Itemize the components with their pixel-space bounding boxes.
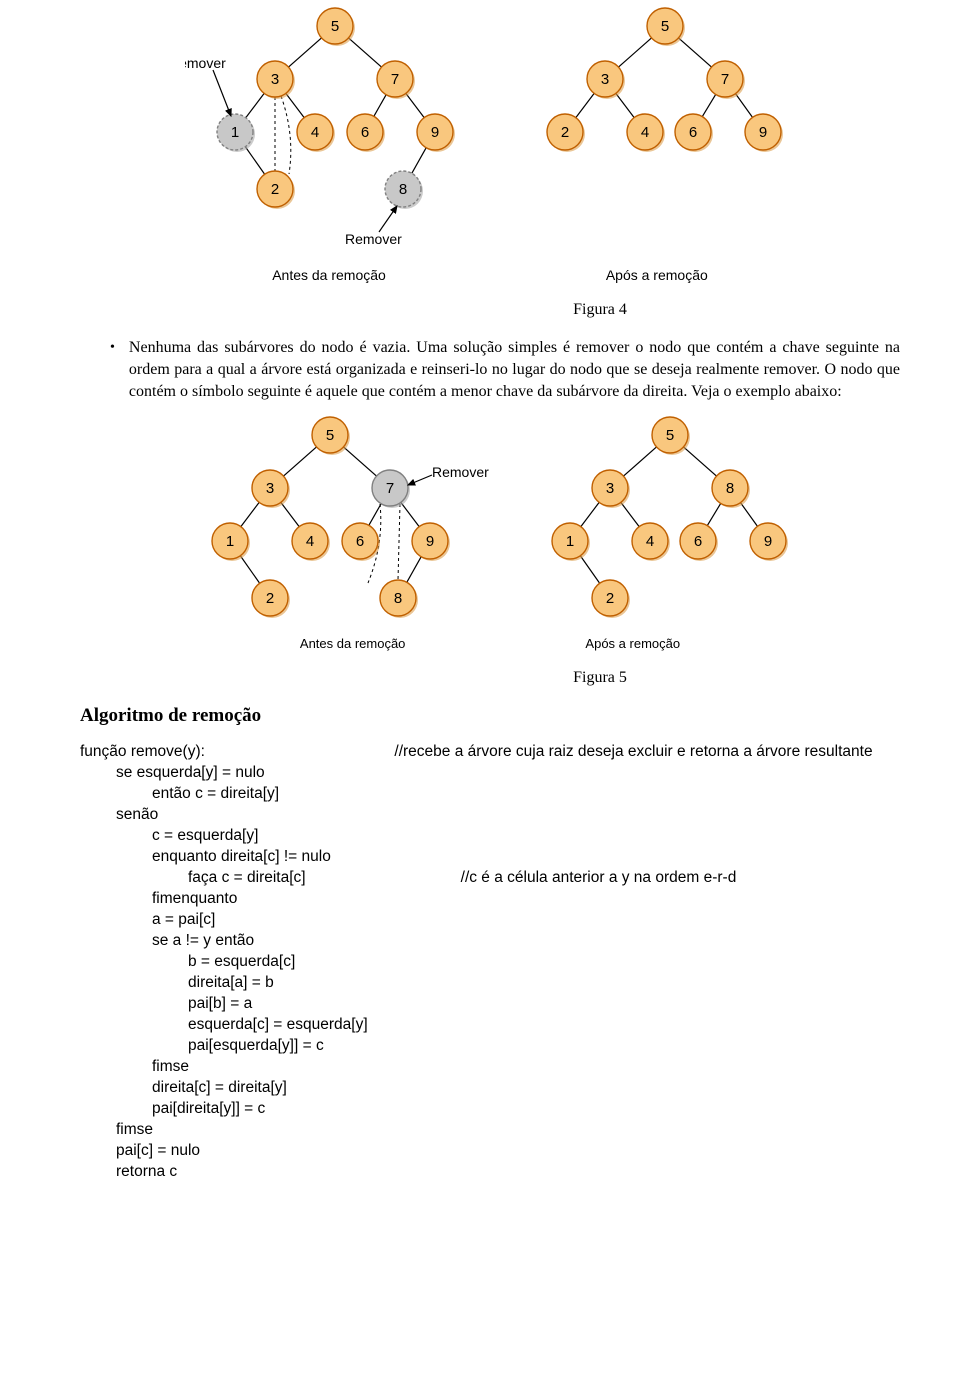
figure4-after-tree: 5 3 7 2 4 6 9 (535, 4, 795, 174)
algorithm-code: função remove(y): //recebe a árvore cuja… (80, 741, 900, 1182)
svg-text:9: 9 (764, 533, 772, 550)
svg-text:Remover: Remover (432, 464, 489, 480)
svg-text:5: 5 (331, 18, 339, 35)
paragraph-title: Nenhuma das subárvores do nodo é vazia. (129, 339, 410, 356)
svg-text:9: 9 (431, 124, 439, 141)
figure4-before-caption: Antes da remoção (272, 267, 386, 283)
svg-text:2: 2 (561, 124, 569, 141)
svg-text:3: 3 (606, 480, 614, 497)
figure5-row: 5 3 7 1 4 6 9 2 8 Remover 5 3 8 1 4 6 9 2 (80, 413, 900, 628)
figure4-before-tree: 5 3 7 1 4 6 9 2 8 Remover Remover (185, 4, 495, 259)
svg-text:1: 1 (226, 533, 234, 550)
svg-text:5: 5 (326, 427, 334, 444)
bullet-icon: • (110, 337, 115, 359)
svg-text:8: 8 (726, 480, 734, 497)
svg-text:3: 3 (271, 71, 279, 88)
paragraph-block: • Nenhuma das subárvores do nodo é vazia… (80, 337, 900, 403)
svg-text:6: 6 (689, 124, 697, 141)
svg-text:1: 1 (231, 124, 239, 141)
figure5-after-tree: 5 3 8 1 4 6 9 2 (540, 413, 800, 628)
figure5-label: Figura 5 (300, 669, 900, 687)
figure4-after-caption: Após a remoção (606, 267, 708, 283)
svg-text:Remover: Remover (185, 55, 226, 71)
svg-text:Remover: Remover (345, 231, 402, 247)
svg-text:2: 2 (271, 181, 279, 198)
svg-text:9: 9 (426, 533, 434, 550)
svg-text:9: 9 (759, 124, 767, 141)
svg-text:4: 4 (311, 124, 319, 141)
figure4-captions: Antes da remoção Após a remoção (80, 267, 900, 283)
svg-text:6: 6 (361, 124, 369, 141)
svg-text:6: 6 (356, 533, 364, 550)
svg-text:8: 8 (399, 181, 407, 198)
svg-text:7: 7 (386, 480, 394, 497)
svg-text:1: 1 (566, 533, 574, 550)
section-title: Algoritmo de remoção (80, 705, 900, 727)
svg-text:3: 3 (601, 71, 609, 88)
svg-text:8: 8 (394, 590, 402, 607)
figure5-captions: Antes da remoção Após a remoção (80, 636, 900, 651)
svg-text:2: 2 (266, 590, 274, 607)
svg-text:7: 7 (721, 71, 729, 88)
svg-text:5: 5 (666, 427, 674, 444)
figure5-after-caption: Após a remoção (585, 636, 680, 651)
svg-text:6: 6 (694, 533, 702, 550)
figure5-before-caption: Antes da remoção (300, 636, 406, 651)
svg-text:7: 7 (391, 71, 399, 88)
svg-text:2: 2 (606, 590, 614, 607)
svg-text:4: 4 (641, 124, 649, 141)
svg-text:5: 5 (661, 18, 669, 35)
figure5-before-tree: 5 3 7 1 4 6 9 2 8 Remover (180, 413, 500, 628)
figure4-label: Figura 4 (300, 301, 900, 319)
paragraph-text: Nenhuma das subárvores do nodo é vazia. … (129, 337, 900, 403)
svg-text:3: 3 (266, 480, 274, 497)
svg-text:4: 4 (646, 533, 654, 550)
svg-text:4: 4 (306, 533, 314, 550)
figure4-row: 5 3 7 1 4 6 9 2 8 Remover Remover 5 3 7 2 4 6 9 (80, 4, 900, 259)
